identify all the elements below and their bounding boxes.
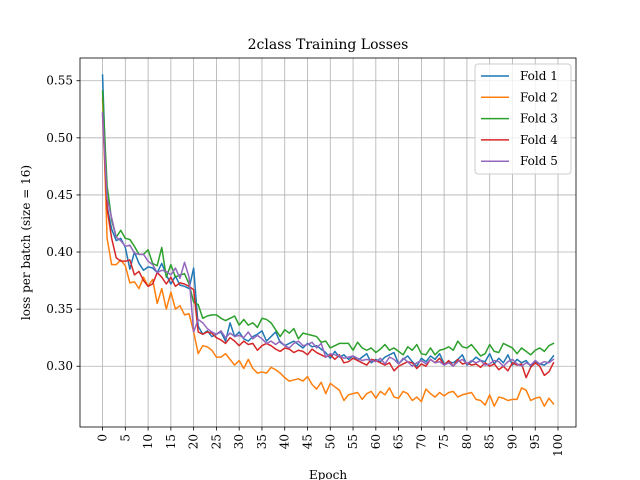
x-axis-label: Epoch bbox=[309, 468, 347, 480]
y-tick-label: 0.40 bbox=[46, 245, 73, 259]
series-lines bbox=[101, 74, 555, 407]
x-tick-label: 0 bbox=[96, 434, 110, 442]
x-tick-label: 80 bbox=[460, 434, 474, 449]
series-line-fold-2 bbox=[101, 97, 555, 407]
y-tick-label: 0.30 bbox=[46, 359, 73, 373]
x-tick-label: 100 bbox=[551, 434, 565, 457]
legend-label-fold-3: Fold 3 bbox=[520, 112, 558, 126]
x-axis-ticks: 0 5 10 15 20 25 30 35 40 45 50 55 60 65 70 75 80 85 90 95 10… bbox=[96, 427, 565, 457]
x-tick-label: 70 bbox=[414, 434, 428, 449]
x-tick-label: 20 bbox=[187, 434, 201, 449]
series-line-fold-5 bbox=[101, 111, 555, 367]
y-tick-label: 0.45 bbox=[46, 188, 73, 202]
x-tick-label: 30 bbox=[232, 434, 246, 449]
x-tick-label: 90 bbox=[505, 434, 519, 449]
legend-label-fold-2: Fold 2 bbox=[520, 90, 558, 104]
legend-label-fold-1: Fold 1 bbox=[520, 69, 558, 83]
x-tick-label: 50 bbox=[323, 434, 337, 449]
x-tick-label: 85 bbox=[483, 434, 497, 449]
x-tick-label: 55 bbox=[346, 434, 360, 449]
x-tick-label: 45 bbox=[301, 434, 315, 449]
x-tick-label: 60 bbox=[369, 434, 383, 449]
y-axis-label: loss per batch (size = 16) bbox=[19, 165, 33, 320]
legend-label-fold-4: Fold 4 bbox=[520, 133, 558, 147]
y-tick-label: 0.55 bbox=[46, 74, 73, 88]
chart-title: 2class Training Losses bbox=[248, 37, 409, 53]
x-tick-label: 95 bbox=[528, 434, 542, 449]
legend-frame bbox=[474, 63, 572, 175]
y-axis-ticks: 0.30 0.35 0.40 0.45 0.50 0.55 bbox=[46, 74, 80, 373]
legend-label-fold-5: Fold 5 bbox=[520, 154, 558, 168]
x-tick-label: 35 bbox=[255, 434, 269, 449]
y-tick-label: 0.35 bbox=[46, 302, 73, 316]
legend: Fold 1 Fold 2 Fold 3 Fold 4 Fold 5 bbox=[474, 63, 572, 175]
x-tick-label: 65 bbox=[392, 434, 406, 449]
plot-frame bbox=[79, 57, 577, 428]
x-tick-label: 40 bbox=[278, 434, 292, 449]
x-tick-label: 10 bbox=[141, 434, 155, 449]
y-tick-label: 0.50 bbox=[46, 131, 73, 145]
series-line-fold-3 bbox=[101, 90, 555, 357]
x-tick-label: 15 bbox=[164, 434, 178, 449]
x-tick-label: 25 bbox=[209, 434, 223, 449]
x-tick-label: 75 bbox=[437, 434, 451, 449]
x-tick-label: 5 bbox=[118, 434, 132, 442]
